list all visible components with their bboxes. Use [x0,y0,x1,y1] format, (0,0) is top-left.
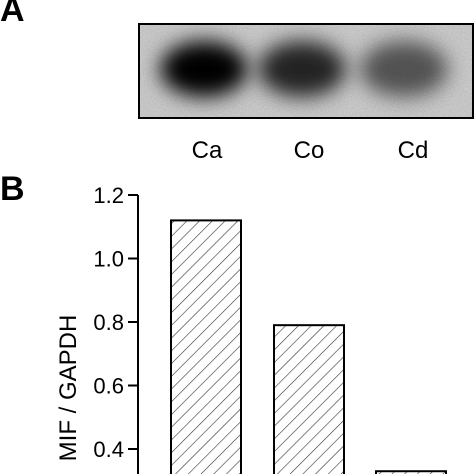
lane-label-ca: Ca [191,137,223,164]
y-tick-label: 0.6 [93,374,124,399]
bar-ca [170,219,242,474]
y-axis-label: MIF / GAPDH [55,315,82,462]
bar-cd [375,470,447,474]
y-tick-label: 1.0 [93,247,124,272]
lane-label-cd: Cd [397,137,429,164]
lane-label-co: Co [293,137,325,164]
y-tick-label: 0.8 [93,310,124,335]
panel-b-label: B [0,170,25,208]
bar-co [273,324,345,474]
blot-noise-texture [140,25,472,117]
y-tick-label: 1.2 [93,183,124,208]
northern-blot-image [138,23,474,119]
panel-a-label: A [0,0,25,29]
y-tick-label: 0.4 [93,437,124,462]
